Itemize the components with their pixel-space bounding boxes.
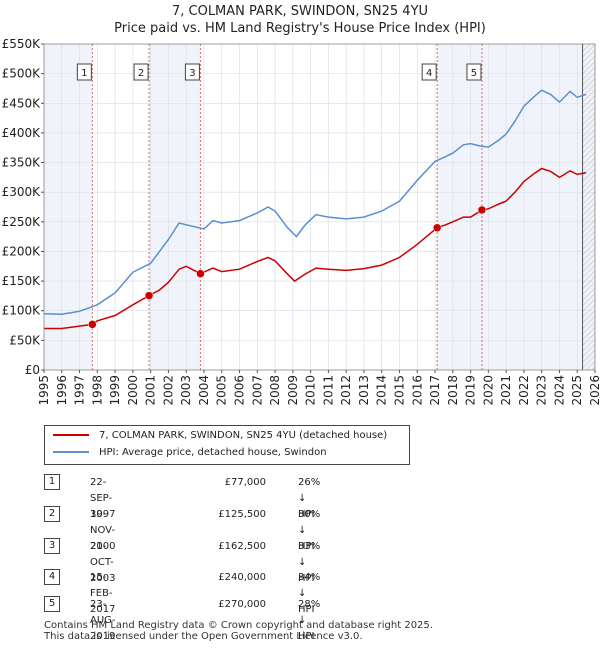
x-tick-label: 2017 xyxy=(428,375,442,406)
sale-point xyxy=(144,291,154,300)
transaction-number: 2 xyxy=(44,506,60,522)
x-tick-label: 2013 xyxy=(357,375,371,406)
x-tick-label: 2016 xyxy=(410,375,424,406)
property-price-line xyxy=(44,167,587,330)
transaction-number: 5 xyxy=(44,596,60,612)
footer: Contains HM Land Registry data © Crown c… xyxy=(44,620,433,642)
transaction-date: 22-SEP-1997 xyxy=(90,477,116,520)
legend-item-property: 7, COLMAN PARK, SWINDON, SN25 4YU (detac… xyxy=(53,428,387,444)
x-tick-label: 2010 xyxy=(304,375,318,406)
transaction-number: 1 xyxy=(44,474,60,490)
transaction-date: 23-AUG-2019 xyxy=(90,599,116,642)
hpi-line xyxy=(43,89,587,316)
price-chart: 1 2 3 4 5 £0 £50K £100K £150K £200K £250K £300K £350… xyxy=(2,37,600,406)
y-tick-label: £50K xyxy=(9,333,41,347)
sale-marker-box xyxy=(466,63,482,81)
legend-line-blue xyxy=(53,451,89,453)
x-tick-label: 1996 xyxy=(55,375,69,406)
transaction-hpi-diff: 34% ↓ HPI xyxy=(298,572,321,615)
y-tick-label: £550K xyxy=(2,37,42,51)
y-tick-label: £300K xyxy=(2,185,42,199)
y-tick-label: £200K xyxy=(2,244,42,258)
legend-item-hpi: HPI: Average price, detached house, Swin… xyxy=(53,445,327,461)
x-tick-label: 2022 xyxy=(517,375,531,406)
x-tick-label: 2012 xyxy=(339,375,353,406)
sale-marker-label: 1 xyxy=(81,68,87,79)
sale-period-band xyxy=(200,44,438,370)
sale-marker-label: 2 xyxy=(138,68,144,79)
footer-copyright: Contains HM Land Registry data © Crown c… xyxy=(44,620,433,631)
transaction-price: £162,500 xyxy=(218,541,266,552)
sale-period-band xyxy=(92,44,150,370)
sale-point xyxy=(477,205,487,215)
x-tick-label: 1998 xyxy=(90,375,104,406)
x-tick-label: 2014 xyxy=(375,375,389,406)
x-tick-label: 1997 xyxy=(73,375,87,406)
chart-title: 7, COLMAN PARK, SWINDON, SN25 4YU xyxy=(171,4,429,19)
legend-line-red xyxy=(53,434,89,436)
x-tick-label: 2009 xyxy=(286,375,300,406)
sale-marker-box xyxy=(76,63,92,81)
x-tick-label: 2004 xyxy=(197,375,211,406)
y-tick-label: £400K xyxy=(2,126,42,140)
x-tick-label: 1999 xyxy=(108,375,122,406)
x-tick-label: 2002 xyxy=(161,375,175,406)
legend-label-hpi: HPI: Average price, detached house, Swin… xyxy=(99,447,327,458)
transaction-price: £77,000 xyxy=(224,477,266,488)
x-tick-label: 2018 xyxy=(446,375,460,406)
sale-point xyxy=(88,320,97,329)
x-tick-label: 2015 xyxy=(392,375,406,406)
sale-marker-box xyxy=(133,63,149,81)
x-tick-label: 2001 xyxy=(144,375,158,406)
transaction-price: £125,500 xyxy=(218,509,266,520)
transaction-price: £240,000 xyxy=(218,572,266,583)
transaction-date: 30-NOV-2000 xyxy=(90,509,116,552)
x-tick-label: 2008 xyxy=(268,375,282,406)
transaction-hpi-diff: 33% ↓ HPI xyxy=(298,541,321,584)
transaction-number: 3 xyxy=(44,538,60,554)
y-tick-label: £250K xyxy=(2,215,42,229)
x-tick-label: 2025 xyxy=(570,375,584,406)
x-tick-label: 2000 xyxy=(126,375,140,406)
y-tick-label: £0 xyxy=(25,363,40,377)
x-tick-label: 1995 xyxy=(37,375,51,406)
y-tick-label: £350K xyxy=(2,156,42,170)
transaction-date: 21-OCT-2003 xyxy=(90,541,116,584)
transaction-date: 15-FEB-2017 xyxy=(90,572,116,615)
legend-label-property: 7, COLMAN PARK, SWINDON, SN25 4YU (detac… xyxy=(99,430,388,441)
chart-legend: 7, COLMAN PARK, SWINDON, SN25 4YU (detac… xyxy=(44,425,410,465)
y-tick-label: £150K xyxy=(2,274,42,288)
projection-region xyxy=(582,44,595,370)
plot-frame xyxy=(43,43,596,371)
x-tick-label: 2020 xyxy=(481,375,495,406)
sale-marker-box xyxy=(184,63,200,81)
x-tick-label: 2005 xyxy=(215,375,229,406)
transaction-hpi-diff: 30% ↓ HPI xyxy=(298,509,321,552)
chart-subtitle: Price paid vs. HM Land Registry's House … xyxy=(114,21,486,36)
x-tick-label: 2019 xyxy=(464,375,478,406)
x-tick-label: 2006 xyxy=(233,375,247,406)
sale-marker-box xyxy=(421,63,437,81)
x-tick-label: 2023 xyxy=(535,375,549,406)
y-tick-label: £450K xyxy=(2,96,42,110)
sale-marker-label: 4 xyxy=(426,68,432,79)
x-tick-label: 2011 xyxy=(321,375,335,406)
footer-licence: This data is licensed under the Open Gov… xyxy=(44,631,363,642)
sale-point xyxy=(196,269,205,278)
transaction-price: £270,000 xyxy=(218,599,266,610)
sale-marker-label: 5 xyxy=(471,68,477,79)
sale-marker-label: 3 xyxy=(189,68,195,79)
transaction-hpi-diff: 28% ↓ HPI xyxy=(298,599,321,642)
x-tick-label: 2007 xyxy=(250,375,264,406)
x-tick-label: 2003 xyxy=(179,375,193,406)
x-tick-label: 2024 xyxy=(552,375,566,406)
transaction-number: 4 xyxy=(44,569,60,585)
x-tick-label: 2026 xyxy=(588,375,600,406)
sale-point xyxy=(432,223,442,232)
y-tick-label: £500K xyxy=(2,67,42,81)
transaction-hpi-diff: 26% ↓ HPI xyxy=(298,477,321,520)
y-tick-label: £100K xyxy=(2,304,42,318)
x-tick-label: 2021 xyxy=(499,375,513,406)
